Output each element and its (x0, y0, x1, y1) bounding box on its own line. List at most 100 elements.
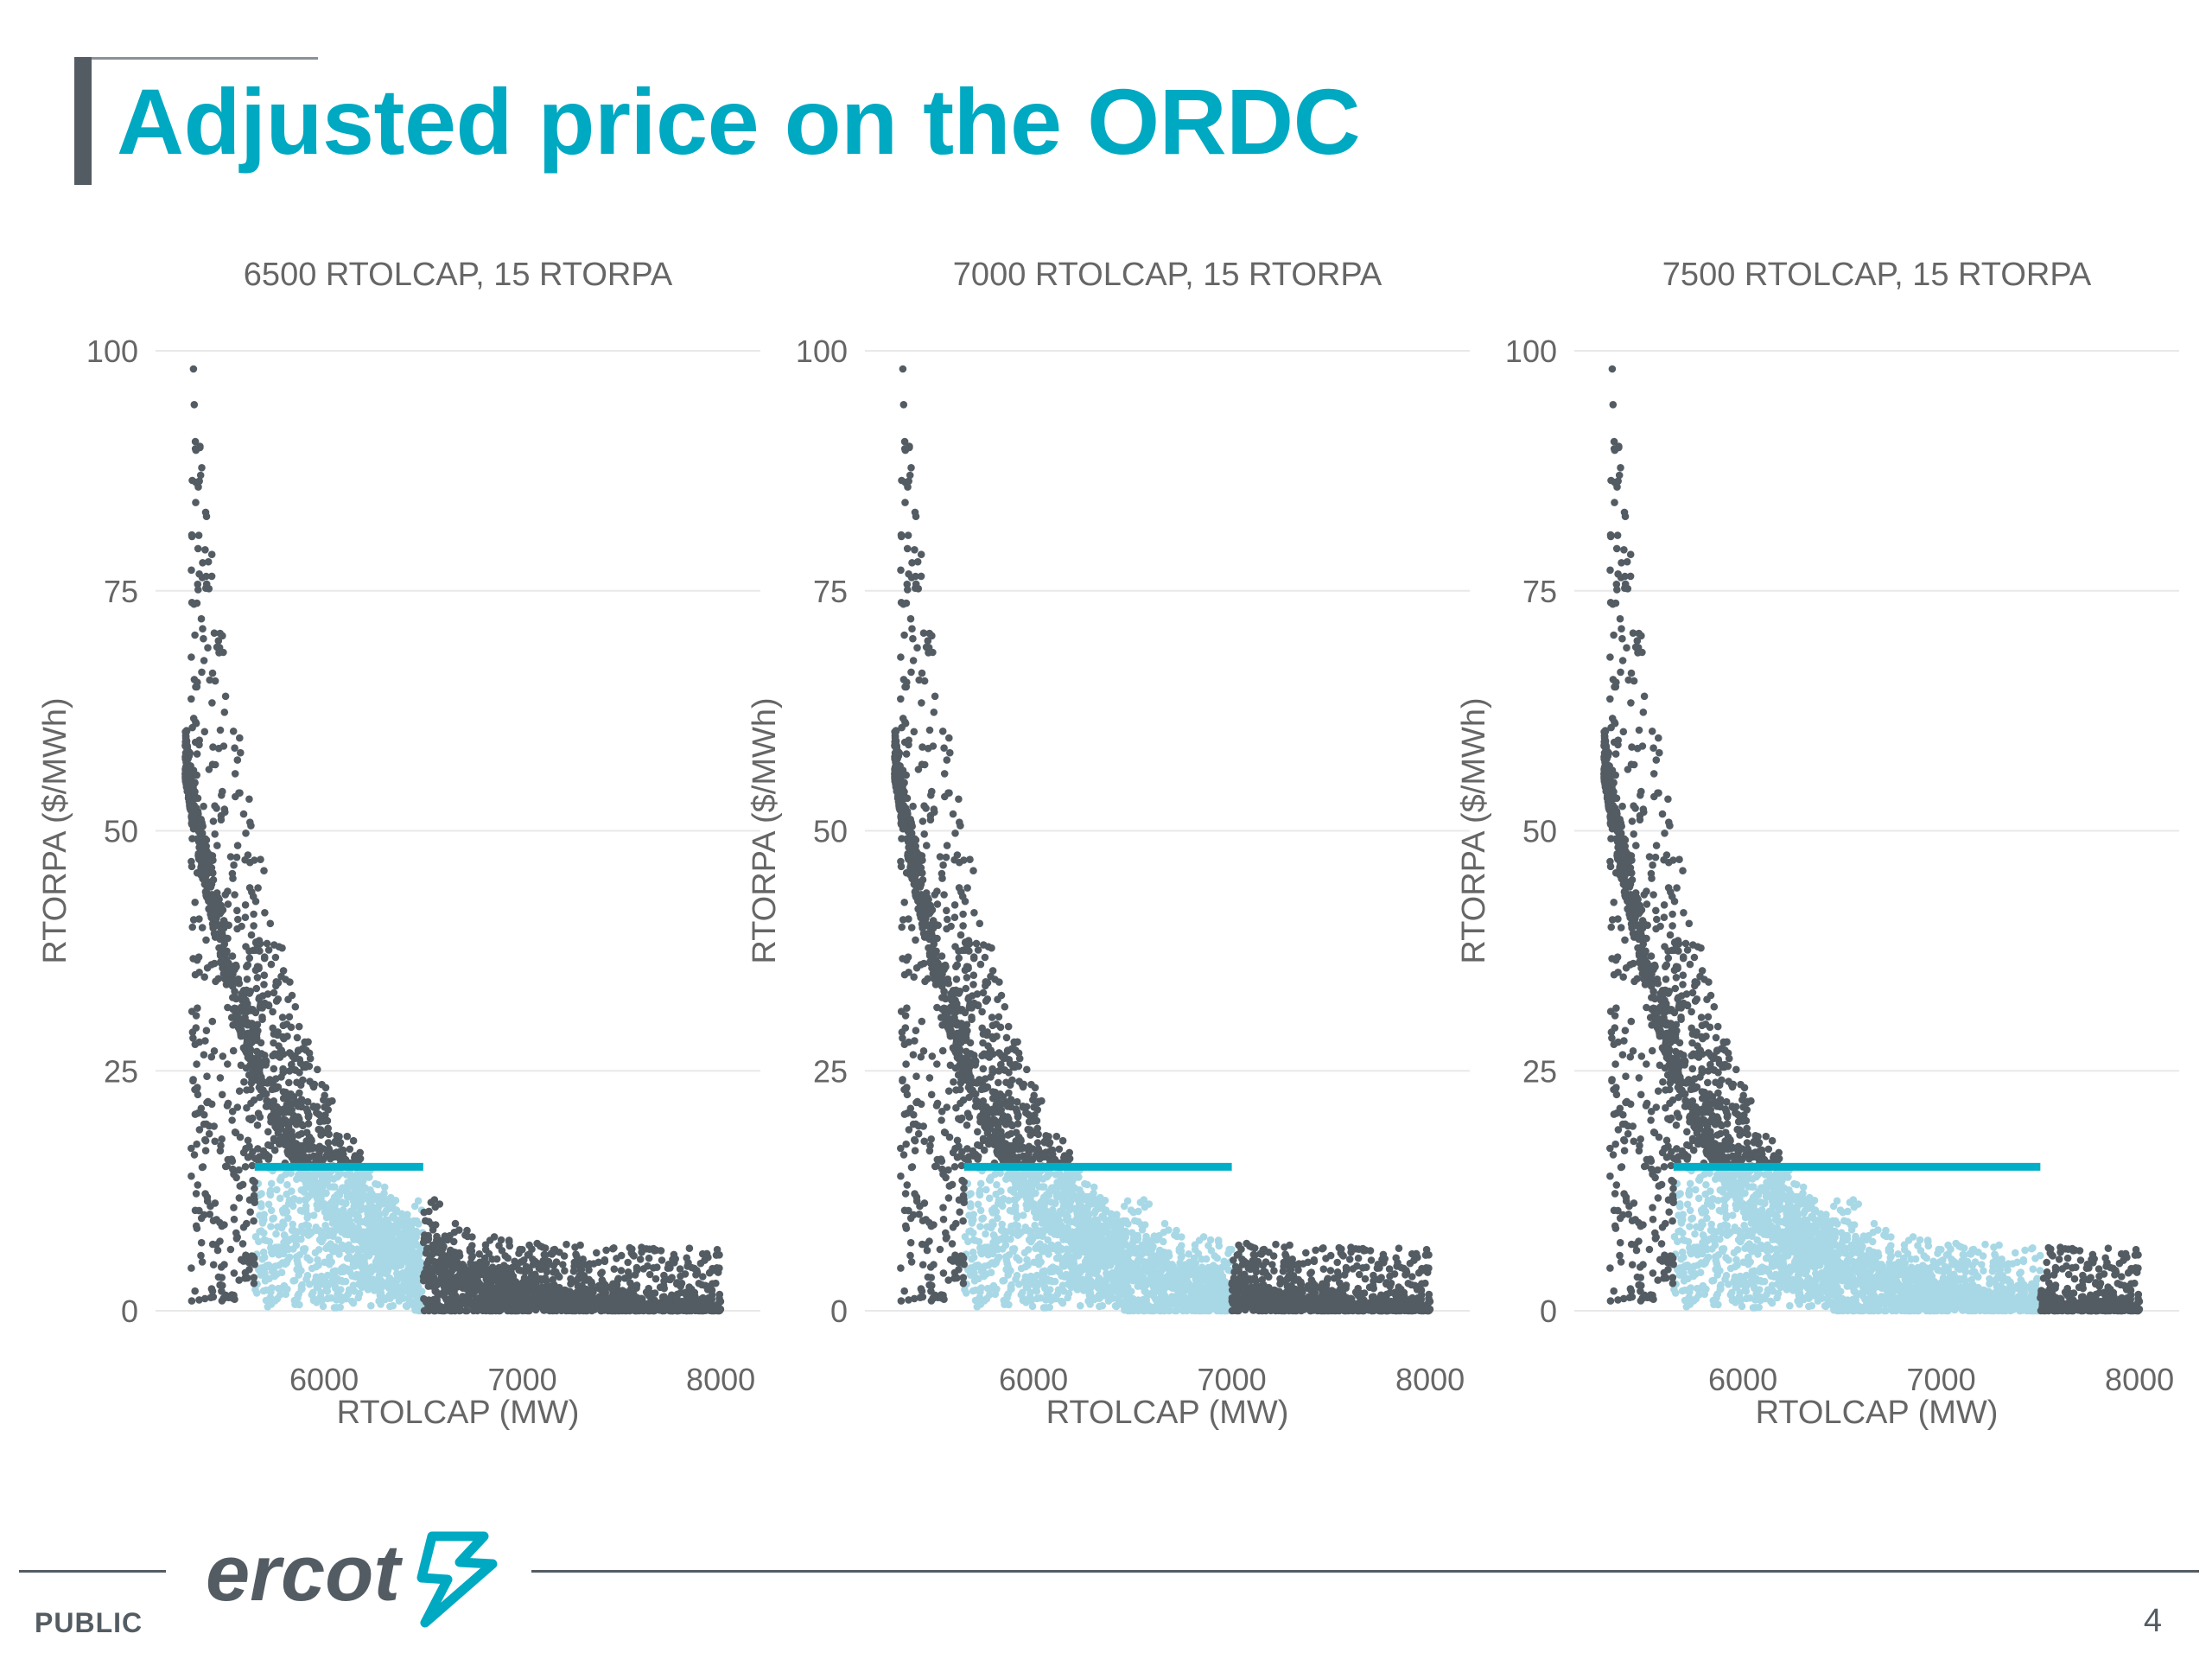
point-unadjusted (286, 978, 294, 986)
point-unadjusted (228, 1108, 237, 1116)
point-unadjusted (316, 1111, 325, 1120)
point-unadjusted (282, 1088, 289, 1096)
point-unadjusted (615, 1304, 624, 1312)
point-unadjusted (190, 1151, 199, 1159)
point-unadjusted (239, 810, 248, 818)
point-unadjusted (194, 580, 202, 588)
point-unadjusted (563, 1240, 570, 1249)
point-unadjusted (463, 1226, 471, 1235)
point-unadjusted (645, 1254, 653, 1262)
point-adjusted (1189, 1270, 1197, 1279)
point-adjusted (381, 1209, 390, 1217)
point-unadjusted (562, 1287, 569, 1296)
point-unadjusted (552, 1306, 561, 1315)
point-unadjusted (196, 471, 205, 480)
title-accent-bar (74, 57, 92, 185)
point-unadjusted (508, 1263, 517, 1272)
point-adjusted (1042, 1304, 1050, 1312)
point-unadjusted (495, 1286, 504, 1294)
point-unadjusted (194, 483, 202, 491)
point-unadjusted (208, 1017, 217, 1026)
point-unadjusted (199, 559, 207, 567)
point-adjusted (346, 1217, 354, 1224)
point-unadjusted (570, 1258, 579, 1267)
point-unadjusted (191, 1287, 199, 1295)
point-unadjusted (480, 1270, 487, 1279)
point-unadjusted (213, 842, 221, 849)
point-adjusted (410, 1202, 419, 1211)
point-adjusted (381, 1295, 390, 1304)
point-unadjusted (236, 1133, 245, 1141)
point-adjusted (289, 1245, 297, 1253)
point-unadjusted (195, 1296, 203, 1304)
y-tick-label: 75 (104, 574, 138, 609)
point-adjusted (1207, 1247, 1216, 1255)
point-unadjusted (194, 1181, 202, 1189)
point-unadjusted (460, 1268, 467, 1275)
point-unadjusted (276, 1140, 283, 1148)
point-unadjusted (245, 1071, 253, 1079)
point-unadjusted (610, 1265, 619, 1273)
point-unadjusted (194, 1090, 202, 1099)
point-unadjusted (678, 1306, 687, 1314)
point-unadjusted (200, 1051, 208, 1058)
point-unadjusted (251, 1196, 258, 1204)
point-adjusted (297, 1282, 306, 1291)
point-unadjusted (552, 1268, 560, 1276)
point-unadjusted (228, 1116, 236, 1124)
point-unadjusted (250, 1217, 257, 1225)
point-unadjusted (278, 944, 286, 952)
point-adjusted (336, 1169, 345, 1178)
point-adjusted (276, 1194, 284, 1203)
point-unadjusted (216, 935, 224, 944)
point-unadjusted (188, 1144, 195, 1153)
point-unadjusted (229, 1046, 238, 1055)
point-adjusted (353, 1199, 361, 1207)
point-unadjusted (537, 1265, 545, 1274)
point-adjusted (400, 1287, 409, 1295)
point-adjusted (261, 1277, 270, 1285)
point-unadjusted (256, 1113, 264, 1122)
point-unadjusted (193, 1060, 200, 1068)
point-unadjusted (194, 544, 202, 553)
point-unadjusted (260, 954, 269, 963)
point-unadjusted (219, 742, 228, 750)
point-unadjusted (194, 807, 202, 816)
point-unadjusted (204, 644, 212, 652)
point-adjusted (344, 1179, 352, 1186)
point-unadjusted (235, 1194, 244, 1202)
point-unadjusted (232, 853, 241, 861)
point-unadjusted (672, 1305, 680, 1313)
point-unadjusted (218, 1090, 226, 1099)
point-unadjusted (644, 1262, 652, 1270)
point-unadjusted (262, 1061, 270, 1069)
point-unadjusted (658, 1293, 667, 1301)
point-unadjusted (235, 1276, 243, 1284)
point-adjusted (259, 1287, 268, 1295)
point-unadjusted (197, 871, 205, 879)
point-adjusted (1077, 1301, 1084, 1310)
point-unadjusted (636, 1255, 645, 1263)
point-unadjusted (302, 1140, 310, 1148)
y-tick-label: 50 (104, 814, 138, 849)
point-unadjusted (497, 1236, 505, 1244)
point-unadjusted (213, 1246, 222, 1255)
y-tick-label: 100 (796, 334, 848, 369)
point-unadjusted (601, 1255, 609, 1264)
point-adjusted (389, 1204, 397, 1211)
point-unadjusted (659, 1306, 668, 1314)
point-adjusted (295, 1174, 303, 1182)
y-tick-label: 0 (121, 1294, 138, 1329)
point-unadjusted (190, 676, 199, 683)
point-unadjusted (285, 1013, 294, 1021)
point-unadjusted (649, 1264, 658, 1272)
point-unadjusted (209, 1217, 218, 1224)
point-unadjusted (207, 1285, 216, 1293)
point-unadjusted (264, 1141, 272, 1149)
point-unadjusted (677, 1282, 684, 1290)
point-unadjusted (218, 925, 226, 933)
point-unadjusted (250, 1274, 258, 1281)
point-unadjusted (469, 1306, 478, 1315)
point-unadjusted (583, 1306, 591, 1314)
